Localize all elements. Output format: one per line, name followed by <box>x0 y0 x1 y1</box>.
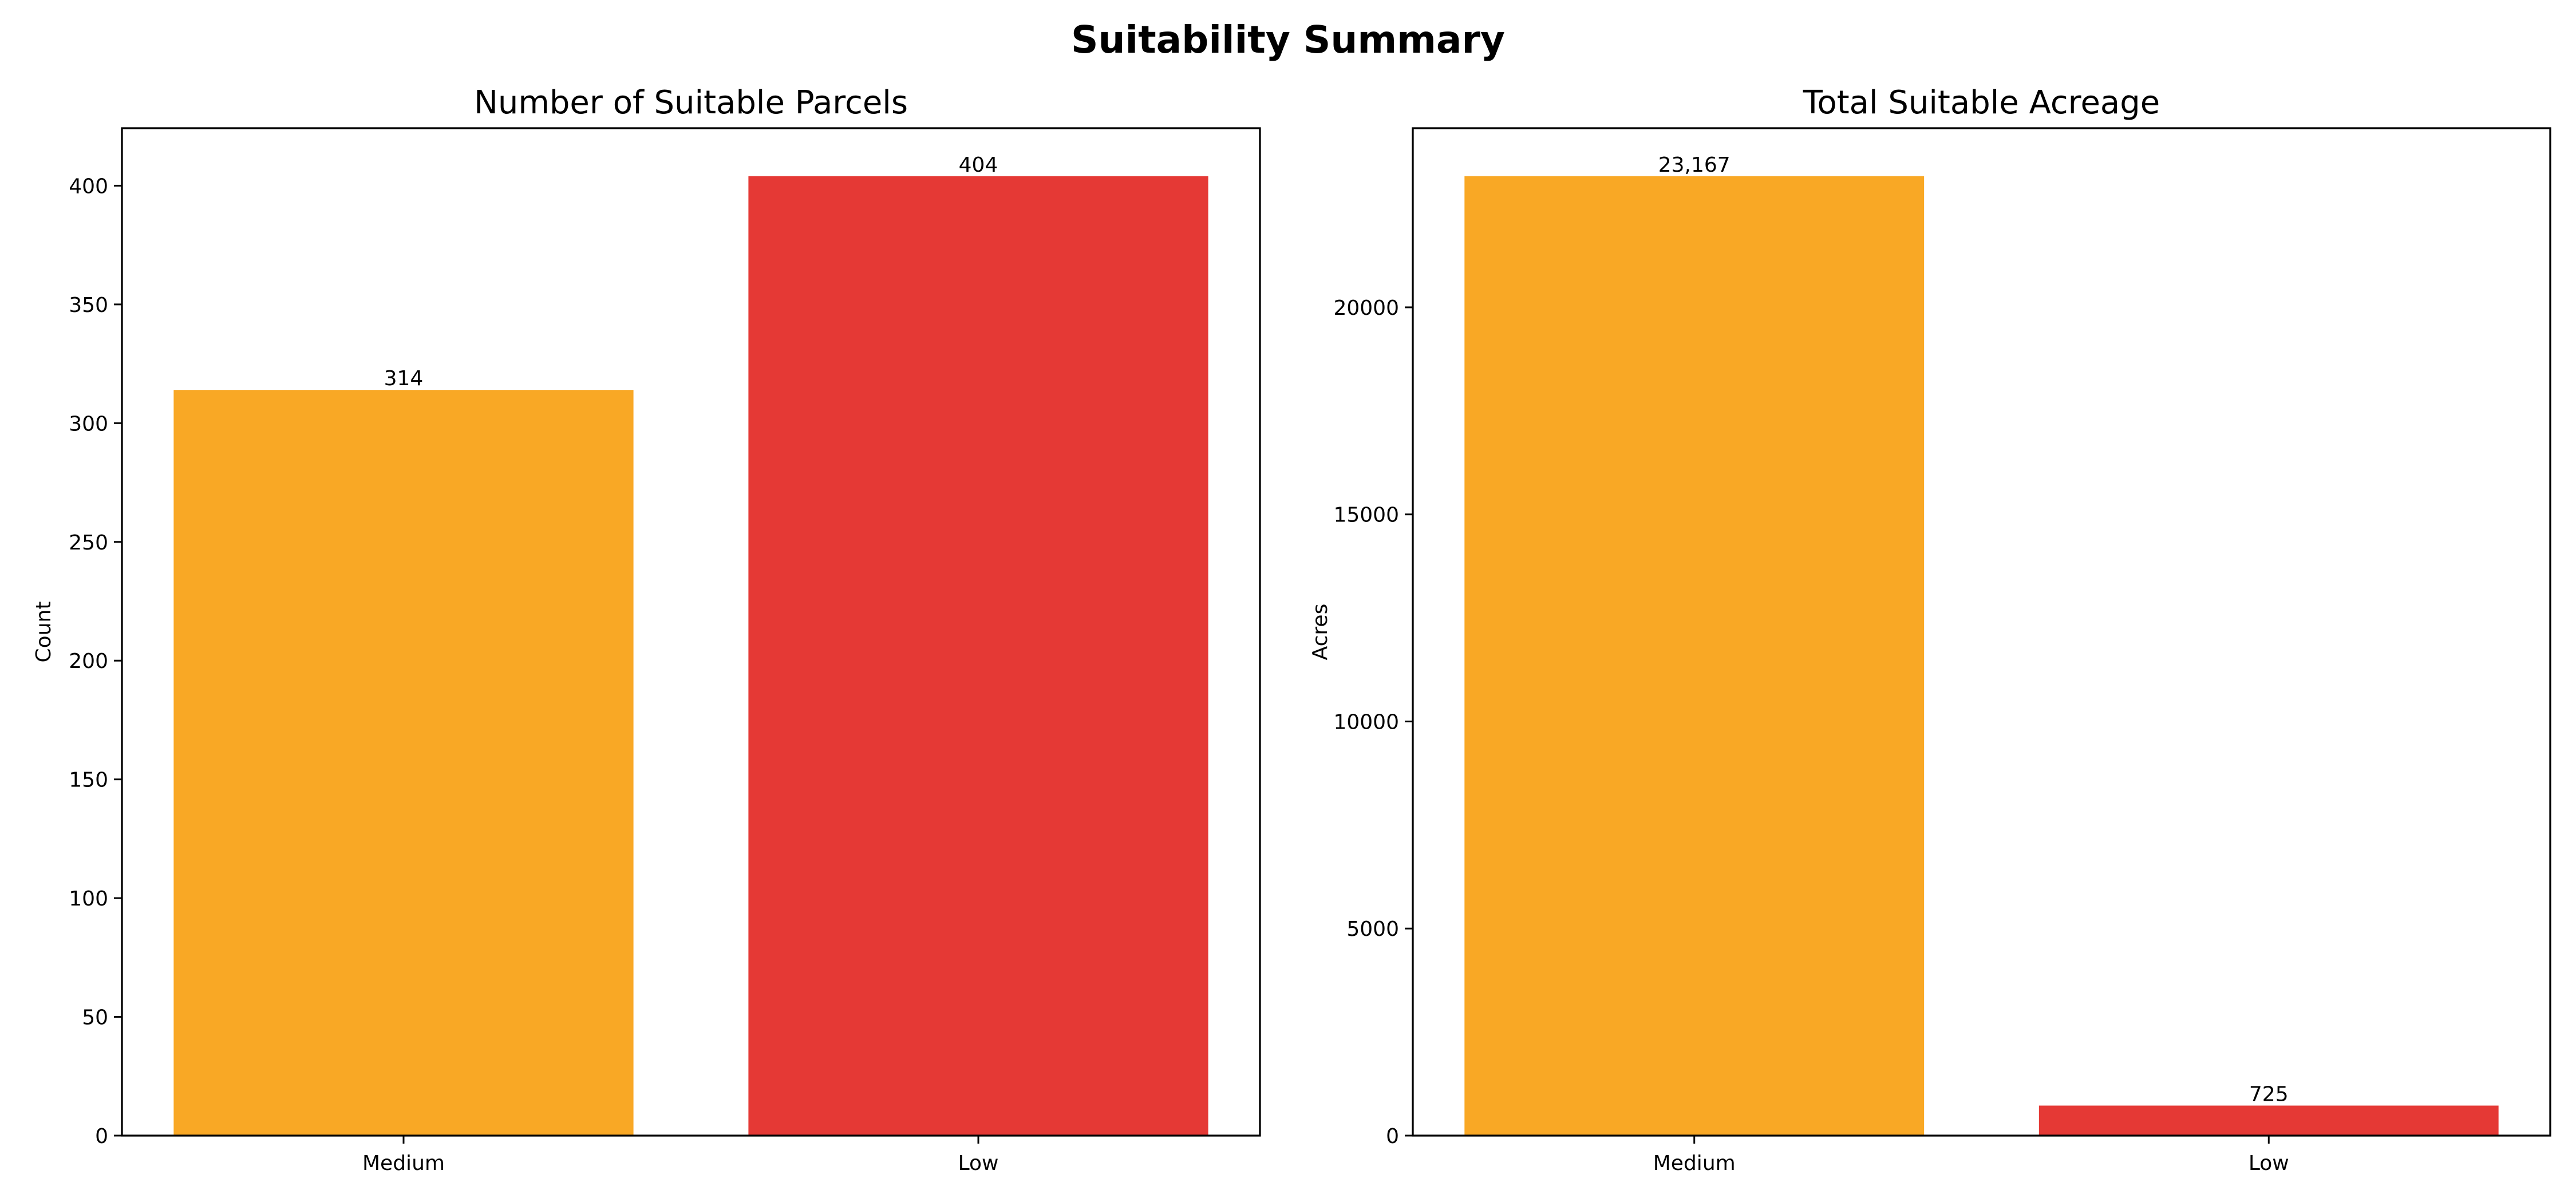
y-tick-label: 15000 <box>1333 504 1399 527</box>
y-tick-label: 250 <box>69 531 108 555</box>
y-tick-label: 0 <box>1386 1125 1399 1148</box>
left-chart-parcels: 314 Medium 404 Low 0 50 100 150 200 250 300 350 400 N… <box>32 84 1261 1175</box>
y-tick-label: 150 <box>69 769 108 792</box>
y-tick-label: 20000 <box>1333 296 1399 320</box>
x-tick-label: Low <box>958 1152 999 1175</box>
y-tick-label: 5000 <box>1346 918 1399 941</box>
chart-title: Number of Suitable Parcels <box>474 84 908 121</box>
axes-frame <box>1412 127 2551 1137</box>
y-tick-label: 10000 <box>1333 710 1399 734</box>
chart-title: Total Suitable Acreage <box>1803 84 2160 121</box>
x-tick-label: Medium <box>1653 1152 1736 1175</box>
data-label: 725 <box>2249 1083 2289 1106</box>
axes-frame <box>121 127 1261 1137</box>
data-label: 404 <box>959 153 998 177</box>
bar-medium <box>1464 176 1925 1136</box>
y-tick-label: 100 <box>69 887 108 911</box>
y-tick-label: 50 <box>82 1006 108 1030</box>
y-tick-label: 200 <box>69 650 108 673</box>
y-axis-label: Count <box>32 602 56 663</box>
bar-low <box>748 176 1208 1136</box>
figure-title: Suitability Summary <box>1071 18 1505 62</box>
y-tick-label: 0 <box>95 1125 108 1148</box>
bar-low <box>2038 1105 2499 1136</box>
data-label: 23,167 <box>1658 153 1730 177</box>
data-label: 314 <box>384 367 424 390</box>
y-tick-label: 300 <box>69 412 108 436</box>
bar-medium <box>173 390 634 1136</box>
x-tick-label: Low <box>2249 1152 2289 1175</box>
y-tick-label: 350 <box>69 294 108 317</box>
y-tick-label: 400 <box>69 175 108 198</box>
right-chart-acreage: 23,167 Medium 725 Low 0 5000 10000 15000 20000 To… <box>1309 84 2551 1175</box>
x-tick-label: Medium <box>362 1152 445 1175</box>
y-axis-label: Acres <box>1309 604 1332 661</box>
